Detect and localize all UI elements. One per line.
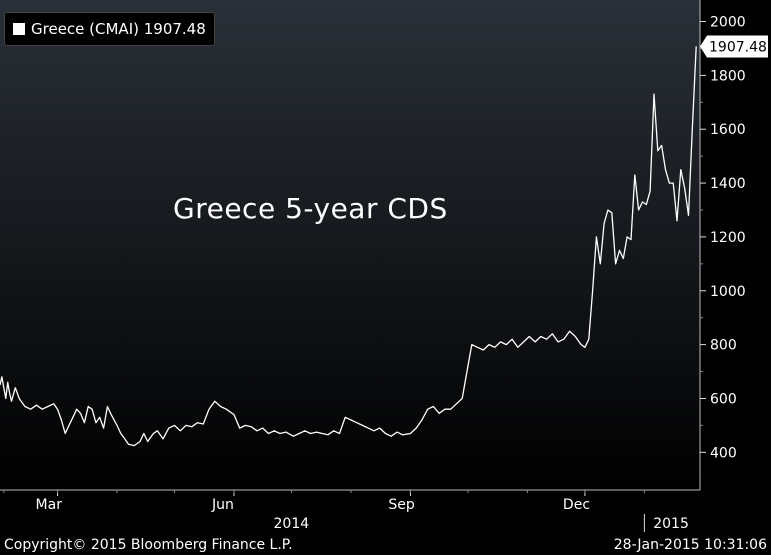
x-tick-label: Mar <box>36 497 63 513</box>
axes: 400 600 800 1000 1200 1400 1600 1800 2000 Mar Jun S… <box>0 0 768 532</box>
y-tick-label: 1400 <box>710 176 746 192</box>
y-tick-label: 400 <box>710 445 737 461</box>
x-tick-label: Dec <box>563 497 590 513</box>
legend-label: Greece (CMAI) 1907.48 <box>31 20 206 38</box>
footer: Copyright© 2015 Bloomberg Finance L.P. 2… <box>0 535 771 555</box>
chart-annotation: Greece 5-year CDS <box>173 192 448 225</box>
x-tick-label: Jun <box>211 497 234 513</box>
y-tick-label: 1200 <box>710 230 746 246</box>
copyright-text: Copyright© 2015 Bloomberg Finance L.P. <box>4 537 293 553</box>
y-tick-label: 1000 <box>710 284 746 300</box>
y-tick-label: 2000 <box>710 15 746 31</box>
y-tick-label: 800 <box>710 338 737 354</box>
y-tick-label: 1600 <box>710 122 746 138</box>
plot-area <box>0 0 700 490</box>
series-layer <box>0 46 697 447</box>
year-label: 2014 <box>274 516 310 532</box>
last-value-tag: 1907.48 <box>700 35 768 58</box>
y-tick-label: 600 <box>710 391 737 407</box>
legend-swatch <box>13 23 25 35</box>
legend: Greece (CMAI) 1907.48 <box>4 12 215 46</box>
last-value-label: 1907.48 <box>709 39 767 55</box>
year-label: 2015 <box>653 516 689 532</box>
series-line <box>0 46 697 447</box>
last-value-tag-bg <box>700 35 768 58</box>
x-tick-label: Sep <box>388 497 415 513</box>
timestamp-text: 28-Jan-2015 10:31:06 <box>613 537 767 553</box>
y-tick-label: 1800 <box>710 68 746 84</box>
